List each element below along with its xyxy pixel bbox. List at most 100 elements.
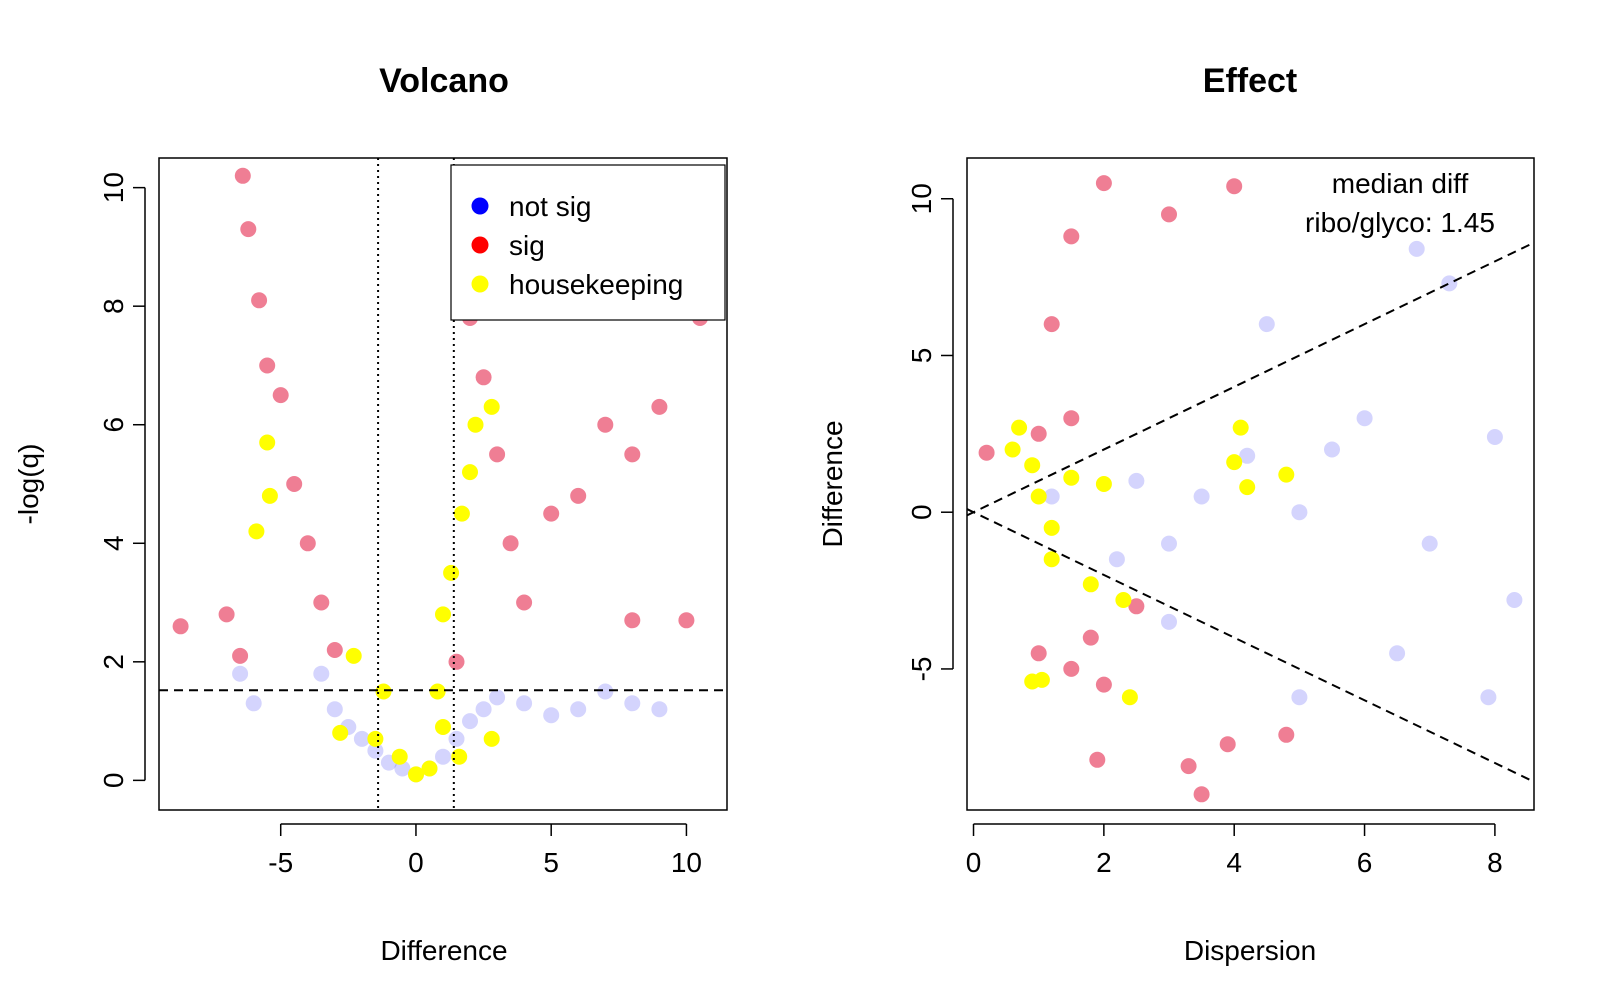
effect-point-not-sig-2 [1161, 535, 1177, 552]
effect-point-not-sig-12 [1441, 275, 1458, 292]
effect-point-not-sig-1 [1193, 488, 1210, 505]
volcano-point-housekeeping-5 [332, 724, 349, 741]
effect-point-not-sig-5 [1324, 441, 1340, 458]
volcano-x-tick-label-2: 5 [543, 847, 559, 878]
effect-x-axis-label: Dispersion [1184, 935, 1316, 966]
volcano-point-housekeeping-15 [467, 416, 484, 433]
effect-point-sig-2 [1095, 676, 1112, 693]
volcano-point-not-sig-12 [475, 701, 492, 718]
volcano-point-not-sig-9 [435, 748, 451, 765]
volcano-point-housekeeping-12 [443, 564, 460, 581]
effect-point-not-sig-8 [1486, 429, 1503, 445]
effect-plot-frame [966, 157, 1535, 811]
effect-point-housekeeping-14 [1121, 689, 1138, 706]
volcano-x-tick-label-0: -5 [268, 847, 293, 878]
effect-diagonal-line-1 [966, 508, 1535, 783]
volcano-point-not-sig-15 [543, 707, 560, 724]
volcano-point-sig-18 [570, 487, 587, 504]
volcano-point-housekeeping-10 [429, 683, 446, 700]
effect-x-tick-label-3: 6 [1357, 847, 1373, 878]
volcano-point-not-sig-17 [597, 683, 614, 700]
effect-y-tick-label-0: -5 [906, 656, 937, 681]
effect-point-not-sig-7 [1421, 535, 1438, 552]
effect-point-sig-17 [1128, 598, 1145, 615]
effect-point-housekeeping-2 [1024, 457, 1041, 474]
effect-point-sig-0 [1063, 660, 1080, 677]
effect-point-sig-16 [1219, 736, 1236, 753]
effect-point-housekeeping-1 [1004, 441, 1021, 458]
volcano-points [172, 167, 708, 783]
effect-x-axis: 0 2 4 6 8 [966, 823, 1503, 878]
volcano-point-sig-21 [651, 398, 668, 415]
volcano-point-not-sig-16 [570, 701, 587, 718]
effect-point-housekeeping-9 [1226, 454, 1243, 471]
volcano-point-sig-0 [234, 167, 251, 184]
effect-point-housekeeping-10 [1239, 479, 1256, 496]
effect-point-not-sig-16 [1108, 551, 1125, 568]
effect-y-tick-label-1: 0 [906, 504, 937, 520]
volcano-point-not-sig-14 [516, 695, 533, 712]
volcano-point-housekeeping-13 [453, 505, 470, 522]
volcano-point-sig-3 [259, 357, 276, 374]
volcano-legend: not sig sig housekeeping [450, 164, 726, 321]
effect-point-sig-14 [978, 444, 995, 461]
effect-point-sig-6 [1043, 316, 1060, 333]
volcano-panel: Volcano -5 0 5 10 0 2 4 6 8 10 Difference -log(q… [13, 62, 728, 966]
effect-point-not-sig-6 [1356, 410, 1373, 427]
effect-x-tick-label-2: 4 [1226, 847, 1242, 878]
volcano-point-housekeeping-3 [345, 647, 362, 664]
effect-point-not-sig-4 [1291, 504, 1308, 521]
volcano-point-sig-1 [240, 221, 257, 238]
volcano-y-tick-label-4: 8 [98, 298, 129, 314]
volcano-point-sig-14 [489, 446, 506, 463]
volcano-x-axis-label: Difference [380, 935, 507, 966]
volcano-point-housekeeping-0 [259, 434, 276, 451]
effect-x-tick-label-0: 0 [966, 847, 982, 878]
effect-point-not-sig-10 [1480, 689, 1497, 706]
effect-point-not-sig-14 [1291, 689, 1308, 706]
legend-label-sig: sig [509, 230, 545, 261]
volcano-point-sig-11 [232, 647, 249, 664]
volcano-point-sig-8 [326, 642, 343, 658]
effect-point-housekeeping-6 [1063, 469, 1080, 486]
legend-marker-not-sig [471, 197, 489, 215]
effect-point-housekeeping-8 [1232, 419, 1249, 436]
volcano-point-not-sig-4 [367, 742, 384, 759]
volcano-point-sig-6 [299, 535, 316, 552]
effect-point-housekeeping-16 [1033, 671, 1050, 688]
volcano-point-housekeeping-18 [451, 748, 468, 765]
volcano-x-tick-label-3: 10 [671, 847, 702, 878]
volcano-point-sig-4 [272, 387, 289, 404]
volcano-point-housekeeping-4 [375, 683, 392, 700]
volcano-point-not-sig-21 [245, 695, 262, 712]
volcano-point-not-sig-3 [353, 730, 370, 747]
volcano-point-sig-13 [475, 369, 492, 386]
volcano-y-axis-label: -log(q) [13, 444, 44, 525]
volcano-point-not-sig-1 [326, 701, 343, 718]
effect-points [978, 175, 1523, 803]
volcano-y-tick-label-5: 10 [98, 172, 129, 203]
volcano-point-housekeeping-2 [248, 523, 265, 540]
effect-point-not-sig-18 [1043, 488, 1060, 505]
effect-point-housekeeping-7 [1095, 476, 1112, 492]
effect-point-housekeeping-12 [1082, 576, 1099, 593]
effect-point-not-sig-9 [1506, 592, 1523, 608]
volcano-point-sig-15 [502, 535, 519, 552]
volcano-point-sig-5 [286, 476, 303, 492]
volcano-title: Volcano [379, 62, 509, 100]
legend-marker-housekeeping [471, 275, 489, 293]
volcano-point-sig-19 [597, 416, 614, 433]
effect-point-sig-8 [1095, 175, 1112, 192]
volcano-plot-frame [158, 157, 728, 811]
volcano-point-housekeeping-19 [435, 719, 451, 735]
effect-x-tick-label-1: 2 [1096, 847, 1112, 878]
volcano-point-sig-9 [172, 618, 189, 635]
volcano-point-sig-25 [448, 653, 465, 670]
volcano-point-housekeeping-9 [421, 760, 438, 777]
effect-y-axis-label: Difference [817, 420, 848, 547]
volcano-point-housekeeping-17 [483, 730, 500, 747]
legend-label-housekeeping: housekeeping [509, 269, 683, 300]
effect-point-sig-7 [1063, 228, 1080, 245]
effect-point-housekeeping-3 [1030, 488, 1047, 505]
